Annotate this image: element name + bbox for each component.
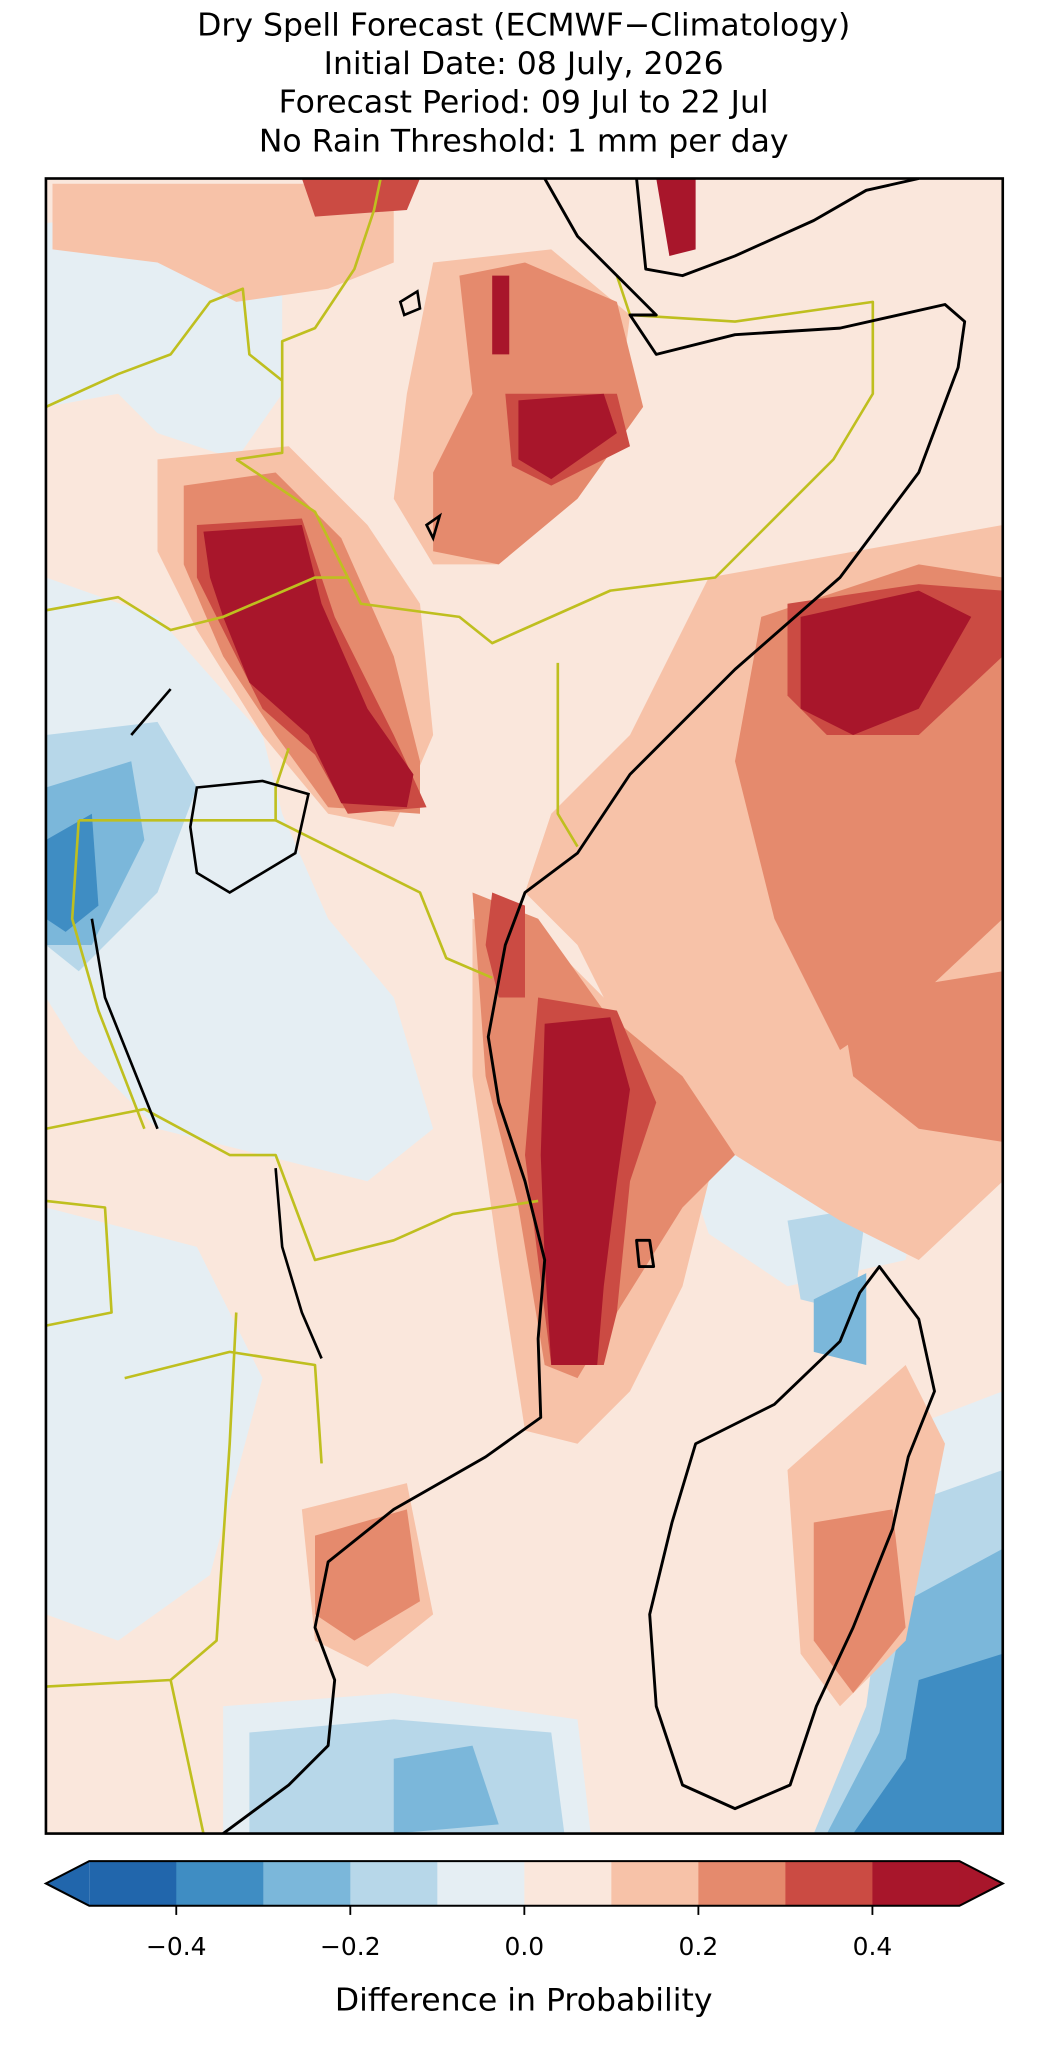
colorbar-tick-label: 0.0 [505, 1932, 545, 1961]
island [635, 1238, 656, 1269]
colorbar-box [350, 1861, 438, 1906]
title-line: Forecast Period: 09 Jul to 22 Jul [279, 85, 769, 121]
forecast-region [813, 1273, 867, 1366]
title-line: Dry Spell Forecast (ECMWF−Climatology) [197, 7, 850, 43]
colorbar-box [872, 1861, 960, 1906]
colorbar-box [785, 1861, 873, 1906]
colorbar-tick-label: 0.2 [679, 1932, 719, 1961]
title-line: No Rain Threshold: 1 mm per day [259, 123, 789, 159]
map-frame [44, 177, 1005, 1835]
colorbar-box [611, 1861, 699, 1906]
colorbar-tick-label: −0.2 [320, 1932, 381, 1961]
forecast-field [45, 178, 1003, 1834]
coastline [635, 178, 920, 278]
forecast-region [540, 1017, 630, 1366]
forecast-region [301, 178, 420, 217]
colorbar-outline [43, 1860, 1006, 1907]
forecast-region [840, 971, 1003, 1142]
country-borders [45, 178, 875, 1834]
border [236, 178, 382, 461]
forecast-region [853, 1653, 1003, 1834]
forecast-region [45, 813, 99, 932]
coastlines [90, 178, 967, 1834]
title-line: Initial Date: 08 July, 2026 [324, 46, 724, 82]
forecast-region [315, 1509, 420, 1641]
lake [188, 779, 310, 895]
coastline [222, 178, 967, 1834]
title-block: Dry Spell Forecast (ECMWF−Climatology)In… [197, 7, 850, 159]
border [45, 576, 348, 632]
forecast-region [52, 183, 394, 302]
lake [130, 289, 443, 736]
colorbar-extend-max [959, 1861, 1003, 1906]
border [275, 662, 579, 980]
border [45, 1199, 323, 1834]
border [45, 1107, 539, 1262]
colorbar-box [263, 1861, 351, 1906]
colorbar-tick-label: −0.4 [146, 1932, 207, 1961]
coastline [648, 1265, 936, 1811]
border [45, 287, 284, 409]
colorbar: −0.4 −0.2 0.0 0.2 0.4 [43, 1860, 1006, 1961]
lake-shore [90, 918, 323, 1359]
colorbar-box [89, 1861, 177, 1906]
forecast-region [492, 275, 510, 355]
colorbar-box [524, 1861, 612, 1906]
forecast-region [203, 525, 414, 808]
forecast-region [656, 178, 696, 256]
colorbar-box [176, 1861, 264, 1906]
colorbar-box [698, 1861, 786, 1906]
forecast-region [393, 1745, 499, 1834]
forecast-region [518, 393, 617, 480]
colorbar-box [437, 1861, 525, 1906]
colorbar-tick-label: 0.4 [853, 1932, 893, 1961]
map [45, 178, 1003, 1834]
colorbar-label: Difference in Probability [335, 1983, 713, 2019]
colorbar-extend-min [45, 1861, 90, 1906]
border [235, 275, 875, 645]
border [70, 747, 290, 1130]
forecast-region [800, 590, 972, 736]
